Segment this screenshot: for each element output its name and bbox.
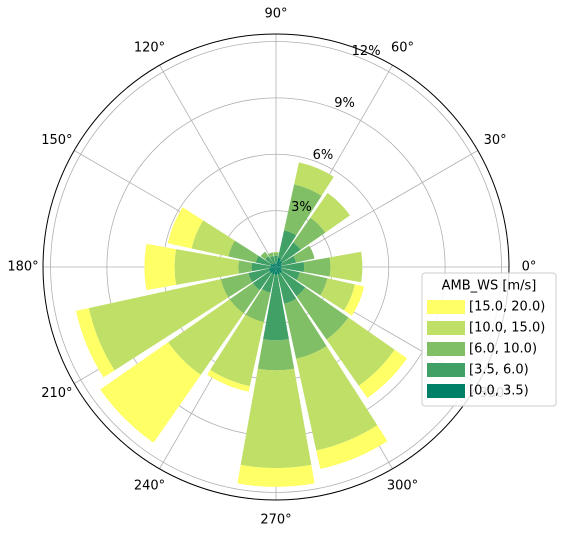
legend-title: AMB_WS [m/s] (442, 279, 537, 294)
wedge (330, 252, 363, 282)
legend-swatch (427, 321, 465, 335)
legend-swatch (427, 300, 465, 314)
wedge (273, 252, 278, 256)
legend-label: [10.0, 15.0) (469, 321, 545, 336)
angle-tick-label: 0° (522, 260, 537, 275)
angle-tick-label: 90° (264, 7, 287, 22)
angle-tick-label: 270° (260, 513, 291, 528)
legend-label: [3.5, 6.0) (469, 363, 529, 378)
legend-label: [15.0, 20.0) (469, 300, 545, 315)
angle-tick-label: 30° (484, 133, 507, 148)
radial-tick-label: 6% (313, 148, 334, 163)
wedge (144, 244, 176, 290)
angle-tick-label: 120° (134, 40, 165, 55)
wedge (241, 369, 312, 468)
radial-tick-label: 12% (352, 44, 381, 59)
legend-label: [0.0, 3.5) (469, 384, 529, 399)
legend-swatch (427, 384, 465, 398)
legend-swatch (427, 342, 465, 356)
wedge (237, 465, 314, 487)
angle-tick-label: 60° (391, 40, 414, 55)
radial-tick-label: 9% (334, 96, 355, 111)
angle-tick-label: 150° (41, 133, 72, 148)
angle-tick-label: 240° (134, 479, 165, 494)
angle-tick-label: 180° (7, 260, 38, 275)
legend-swatch (427, 363, 465, 377)
wedge (258, 339, 294, 370)
angle-tick-label: 300° (387, 479, 418, 494)
angle-tick-label: 210° (41, 386, 72, 401)
legend: AMB_WS [m/s] [15.0, 20.0) [10.0, 15.0) [6.0… (422, 273, 556, 406)
radial-tick-label: 3% (291, 200, 312, 215)
wedge (304, 257, 331, 276)
legend-label: [6.0, 10.0) (469, 342, 537, 357)
wedge (238, 260, 252, 273)
